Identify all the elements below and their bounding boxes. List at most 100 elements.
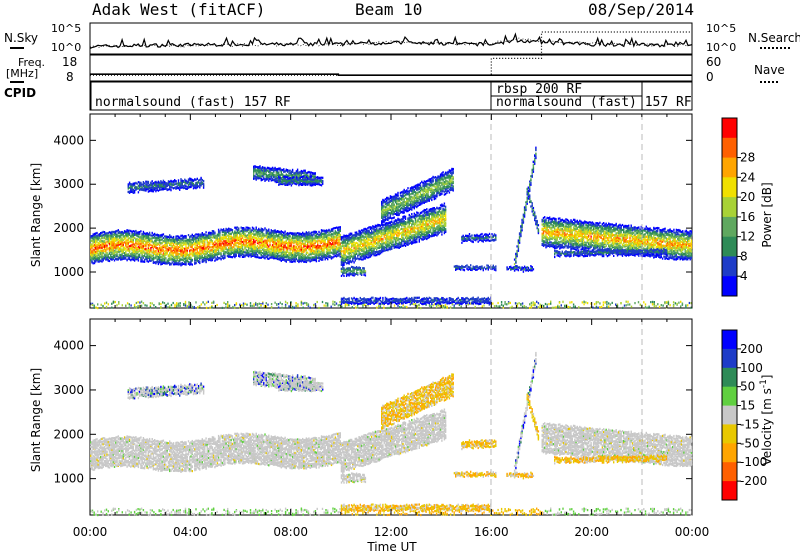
scatter-cell [251,246,254,249]
scatter-cell [268,239,270,242]
scatter-cell [167,254,170,257]
scatter-cell [299,258,301,261]
scatter-cell [319,241,321,244]
scatter-cell [159,238,161,242]
scatter-cell [250,240,252,243]
scatter-cell [234,235,236,238]
scatter-cell [246,241,249,245]
scatter-cell [381,239,383,242]
scatter-cell [191,249,193,252]
scatter-cell [330,244,333,247]
scatter-cell [416,231,418,234]
scatter-cell [171,242,173,245]
scatter-cell [122,245,124,248]
scatter-cell [243,254,245,257]
scatter-cell [358,258,360,261]
scatter-cell [268,229,270,233]
scatter-cell [126,232,128,235]
scatter-cell [309,232,311,235]
scatter-cell [170,254,172,257]
scatter-cell [275,252,277,255]
scatter-cell [147,245,150,248]
scatter-cell [125,247,127,250]
scatter-cell [343,234,345,237]
scatter-cell [131,235,133,238]
scatter-cell [207,243,210,246]
scatter-cell [172,244,175,247]
scatter-cell [211,257,214,260]
scatter-cell [174,238,176,241]
scatter-cell [422,238,424,241]
scatter-cell [191,263,193,266]
scatter-cell [241,248,244,251]
scatter-cell [239,246,241,249]
scatter-cell [185,255,187,258]
scatter-cell [251,250,254,253]
scatter-cell [92,251,94,254]
scatter-cell [244,228,246,231]
scatter-cell [325,231,328,234]
scatter-cell [333,231,335,235]
scatter-cell [105,253,107,256]
scatter-cell [95,235,97,238]
scatter-cell [174,250,176,253]
scatter-cell [172,254,175,257]
scatter-cell [318,250,320,253]
scatter-cell [383,246,385,249]
scatter-cell [240,252,242,255]
scatter-cell [187,246,190,249]
scatter-cell [157,242,160,245]
scatter-cell [547,232,550,235]
scatter-cell [439,211,442,214]
scatter-cell [143,252,146,255]
scatter-cell [201,240,203,243]
scatter-cell [216,253,219,256]
scatter-cell [145,244,147,247]
scatter-cell [165,246,167,249]
scatter-cell [243,251,245,254]
scatter-cell [286,255,289,258]
scatter-cell [381,243,383,246]
scatter-cell [140,242,142,245]
scatter-cell [377,242,379,245]
scatter-cell [276,249,279,252]
scatter-cell [416,227,418,230]
scatter-cell [157,247,160,250]
scatter-cell [107,258,109,261]
scatter-cell [121,243,123,246]
scatter-cell [424,211,427,214]
scatter-cell [393,233,395,236]
scatter-cell [190,243,192,247]
scatter-cell [350,260,353,263]
scatter-cell [211,241,214,244]
scatter-cell [164,235,166,238]
scatter-cell [337,247,339,250]
scatter-cell [387,235,389,238]
scatter-cell [421,237,423,241]
scatter-cell [401,227,403,230]
scatter-cell [318,233,320,237]
scatter-cell [229,255,231,258]
scatter-cell [319,240,321,243]
scatter-cell [121,241,123,244]
scatter-cell [236,229,239,232]
scatter-cell [335,255,338,258]
scatter-cell [389,245,392,248]
scatter-cell [374,254,377,257]
scatter-cell [309,256,311,259]
scatter-cell [300,248,303,251]
scatter-cell [441,210,443,213]
scatter-cell [542,240,545,243]
scatter-cell [209,231,211,234]
scatter-cell [273,255,275,258]
scatter-cell [110,231,112,234]
scatter-cell [170,262,172,266]
scatter-cell [325,250,328,253]
scatter-cell [256,256,259,259]
scatter-cell [342,243,344,246]
scatter-cell [217,244,220,247]
scatter-cell [240,244,242,247]
scatter-cell [152,254,155,257]
scatter-cell [358,251,360,254]
scatter-cell [116,233,118,236]
